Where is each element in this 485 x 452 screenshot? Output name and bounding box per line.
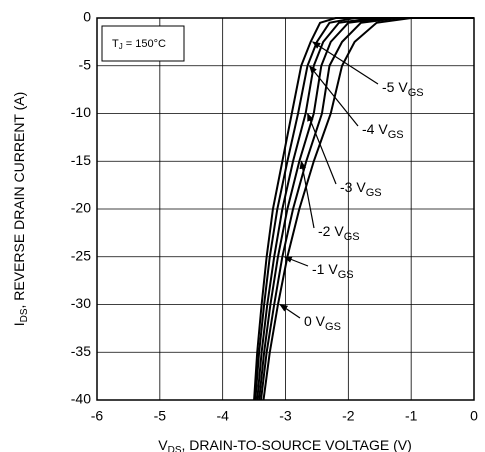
curve [256, 17, 474, 401]
annotation: TJ = 150°C [112, 38, 166, 51]
arrow [279, 304, 301, 319]
curve [260, 17, 474, 401]
series-label-sub: GS [366, 187, 382, 199]
series-label: -5 VGS [382, 79, 424, 99]
y-tick-label: -35 [71, 343, 91, 359]
x-tick-label: -2 [342, 408, 355, 424]
series-label-name: -2 V [318, 223, 344, 239]
x-axis-label: VDS, DRAIN-TO-SOURCE VOLTAGE (V) [158, 437, 412, 452]
series-label-sub: GS [338, 269, 354, 281]
series-label-name: -4 V [362, 121, 388, 137]
annotation-box [101, 25, 185, 62]
y-tick-label: -30 [71, 295, 91, 311]
x-tick-label: -6 [91, 408, 104, 424]
series-label-sub: GS [344, 231, 360, 243]
curve [254, 17, 474, 401]
y-axis-label: IDS, REVERSE DRAIN CURRENT (A) [11, 92, 30, 327]
series-label-sub: GS [388, 129, 404, 141]
series-label-name: -3 V [340, 179, 366, 195]
y-tick-label: -10 [71, 104, 91, 120]
y-tick-label: 0 [83, 9, 91, 25]
arrow [283, 256, 309, 267]
x-tick-label: -5 [154, 408, 167, 424]
series-label-sub: GS [325, 321, 341, 333]
y-tick-label: -20 [71, 200, 91, 216]
series-label: -3 VGS [340, 179, 382, 199]
arrow [307, 112, 337, 185]
x-tick-label: -1 [405, 408, 418, 424]
arrow [311, 41, 379, 85]
curve [262, 17, 474, 401]
arrow [308, 65, 359, 127]
y-tick-label: -5 [79, 56, 92, 72]
series-label-name: -1 V [312, 261, 338, 277]
series-label: -2 VGS [318, 223, 360, 243]
y-tick-label: -25 [71, 247, 91, 263]
y-tick-label: -40 [71, 391, 91, 407]
curve [253, 17, 474, 401]
y-tick-label: -15 [71, 152, 91, 168]
curve [258, 17, 474, 401]
series-label-name: 0 V [304, 313, 326, 329]
series-label: -1 VGS [312, 261, 354, 281]
x-tick-label: 0 [470, 408, 478, 424]
plot-frame [96, 17, 475, 401]
series-label-sub: GS [408, 87, 424, 99]
x-tick-label: -4 [216, 408, 229, 424]
x-tick-label: -3 [279, 408, 292, 424]
series-label: -4 VGS [362, 121, 404, 141]
series-label: 0 VGS [304, 313, 341, 333]
series-label-name: -5 V [382, 79, 408, 95]
